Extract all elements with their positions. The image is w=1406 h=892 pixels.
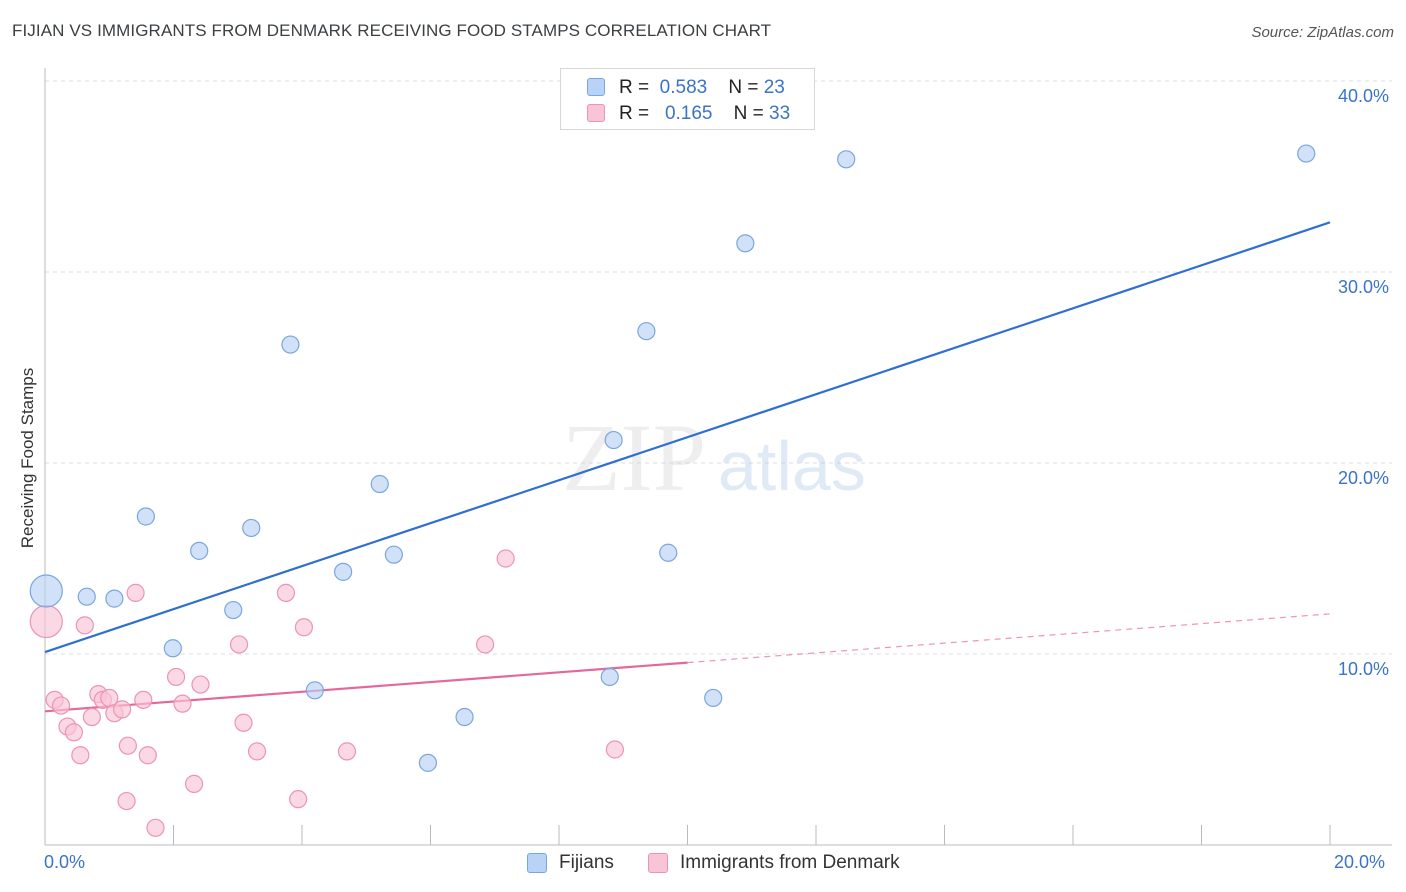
denmark-point <box>166 667 186 687</box>
stats-legend: R = 0.583 N = 23 R = 0.165 N = 33 <box>560 68 815 130</box>
fijian-point <box>600 667 619 687</box>
denmark-point <box>64 723 84 742</box>
denmark-point <box>173 694 192 713</box>
x-tick-label: 0.0% <box>44 852 86 872</box>
denmark-point <box>184 774 204 793</box>
fijian-point <box>370 474 389 494</box>
denmark-point <box>289 790 308 809</box>
denmark-trend-line <box>44 661 688 713</box>
r-label: R = <box>619 77 650 98</box>
trend-lines <box>44 221 1331 713</box>
fijian-point <box>77 587 96 606</box>
grid-lines <box>45 80 1392 655</box>
series-legend: Fijians Immigrants from Denmark <box>0 852 1406 876</box>
watermark: ZIP atlas <box>562 404 866 511</box>
denmark-point <box>126 583 145 602</box>
fijian-point <box>105 589 124 608</box>
denmark-point <box>476 635 495 654</box>
denmark-point <box>29 604 63 639</box>
fijian-point <box>224 600 243 620</box>
denmark-point <box>134 690 153 709</box>
denmark-swatch <box>587 104 605 122</box>
denmark-point <box>71 746 90 765</box>
denmark-point <box>82 707 102 727</box>
denmark-point <box>229 635 249 654</box>
legend-label: Fijians <box>559 852 614 873</box>
source-label: Source: ZipAtlas.com <box>1251 24 1394 41</box>
fijian-point <box>418 753 438 772</box>
denmark-point <box>112 700 132 719</box>
fijian-point <box>704 688 723 708</box>
denmark-point <box>51 696 71 715</box>
r-label: R = <box>619 103 650 124</box>
fijian-point <box>1297 144 1316 163</box>
fijian-point <box>136 507 155 526</box>
fijians-swatch <box>587 78 605 96</box>
fijians-swatch <box>527 853 547 873</box>
denmark-point <box>117 791 136 811</box>
denmark-point <box>75 616 94 635</box>
n-label: N = <box>728 77 759 98</box>
denmark-point <box>605 740 624 759</box>
fijian-point <box>837 150 856 169</box>
axes <box>44 68 1392 846</box>
denmark-trend-extension <box>687 613 1331 664</box>
denmark-point <box>337 742 357 761</box>
legend-label: Immigrants from Denmark <box>680 852 900 873</box>
fijian-point <box>455 707 474 727</box>
denmark-point <box>247 742 267 761</box>
y-tick-label: 40.0% <box>1338 86 1390 106</box>
watermark-atlas: atlas <box>718 427 866 505</box>
n-label: N = <box>733 103 764 124</box>
fijians-trend-line <box>44 221 1331 654</box>
denmark-point <box>276 583 296 602</box>
fijian-point <box>305 681 324 700</box>
n-value: 33 <box>769 103 791 124</box>
y-tick-label: 30.0% <box>1338 277 1390 297</box>
y-tick-label: 10.0% <box>1338 659 1390 679</box>
fijian-point <box>163 639 182 658</box>
fijian-point <box>242 518 261 538</box>
denmark-point <box>138 746 157 765</box>
denmark-point <box>294 618 314 637</box>
denmark-point <box>146 818 165 837</box>
fijian-point <box>637 322 656 341</box>
n-value: 23 <box>763 77 785 98</box>
r-value: 0.583 <box>659 77 708 98</box>
fijian-point <box>736 234 755 253</box>
y-tick-label: 20.0% <box>1338 468 1390 488</box>
fijian-point <box>334 562 353 581</box>
watermark-zip: ZIP <box>562 404 706 511</box>
fijian-point <box>659 543 678 562</box>
fijian-point <box>604 430 623 450</box>
denmark-swatch <box>648 853 668 873</box>
denmark-point <box>118 736 137 755</box>
fijian-point <box>190 541 209 560</box>
denmark-point <box>496 549 515 568</box>
fijian-point <box>384 545 403 564</box>
fijian-point <box>29 574 63 608</box>
denmark-point <box>234 713 253 732</box>
x-tick-label: 20.0% <box>1334 852 1386 872</box>
data-points <box>29 144 1316 837</box>
denmark-point <box>191 675 210 694</box>
r-value: 0.165 <box>664 103 713 124</box>
fijian-point <box>281 335 300 354</box>
chart-title: FIJIAN VS IMMIGRANTS FROM DENMARK RECEIV… <box>12 21 772 40</box>
